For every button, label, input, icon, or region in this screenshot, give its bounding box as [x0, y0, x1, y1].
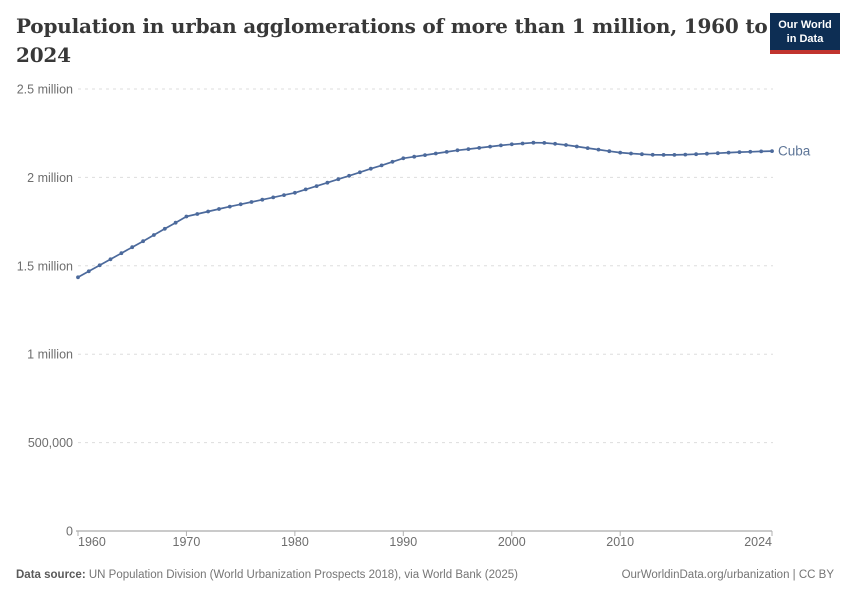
data-point[interactable] [705, 151, 709, 156]
data-point[interactable] [97, 263, 102, 268]
x-axis-tick-label: 2010 [606, 535, 634, 549]
data-point[interactable] [76, 275, 80, 280]
data-point[interactable] [347, 173, 351, 178]
data-point[interactable] [542, 141, 547, 145]
data-point[interactable] [574, 144, 579, 149]
data-point[interactable] [249, 200, 254, 204]
data-source-note: Data source: UN Population Division (Wor… [16, 569, 518, 581]
data-point[interactable] [173, 220, 178, 225]
data-point[interactable] [607, 149, 612, 154]
data-source-text: UN Population Division (World Urbanizati… [88, 569, 518, 581]
data-point[interactable] [412, 154, 417, 159]
data-point[interactable] [661, 153, 666, 157]
y-axis-tick-label: 1 million [27, 348, 73, 362]
data-point[interactable] [184, 214, 189, 219]
data-point[interactable] [162, 226, 167, 231]
data-point[interactable] [683, 152, 688, 157]
data-point[interactable] [748, 149, 753, 154]
y-axis-tick-label: 1.5 million [17, 259, 73, 273]
data-point[interactable] [195, 212, 200, 216]
page-title-line2: 2024 [16, 43, 71, 67]
data-point[interactable] [564, 143, 568, 147]
data-point[interactable] [368, 166, 373, 171]
page-title-line1: Population in urban agglomerations of mo… [16, 14, 768, 38]
data-point[interactable] [694, 152, 698, 157]
data-point[interactable] [390, 159, 395, 164]
y-axis-tick-label: 2 million [27, 171, 73, 185]
owid-logo-text-line2: in Data [786, 33, 824, 45]
data-point[interactable] [282, 193, 286, 198]
data-point[interactable] [358, 170, 362, 175]
x-axis-tick-label: 1970 [173, 535, 201, 549]
data-point[interactable] [640, 152, 644, 157]
data-point[interactable] [325, 180, 330, 185]
data-point[interactable] [629, 151, 633, 156]
y-axis-tick-label: 2.5 million [17, 83, 73, 97]
data-point[interactable] [531, 140, 536, 145]
data-point[interactable] [217, 207, 221, 211]
owid-logo-text-line1: Our World [778, 19, 832, 31]
data-point[interactable] [86, 269, 91, 274]
data-point[interactable] [509, 142, 514, 147]
data-point[interactable] [303, 187, 308, 192]
data-point[interactable] [759, 149, 764, 154]
data-point[interactable] [152, 233, 156, 237]
data-point[interactable] [499, 143, 503, 148]
x-axis-tick-label: 1960 [78, 535, 106, 549]
data-point[interactable] [293, 190, 297, 195]
data-point[interactable] [119, 251, 124, 256]
y-axis-tick-label: 500,000 [28, 436, 73, 450]
data-point[interactable] [737, 150, 742, 155]
data-point[interactable] [260, 197, 265, 202]
data-point[interactable] [770, 149, 774, 154]
chart-footer: Data source: UN Population Division (Wor… [0, 569, 850, 581]
population-trend-line[interactable] [77, 141, 773, 279]
owid-logo[interactable]: Our World in Data [770, 13, 840, 54]
data-point[interactable] [466, 147, 471, 152]
data-point[interactable] [650, 152, 655, 157]
data-point[interactable] [553, 141, 557, 146]
data-point[interactable] [455, 148, 460, 153]
x-axis-tick-label: 2000 [498, 535, 526, 549]
data-point[interactable] [401, 156, 406, 161]
data-point[interactable] [477, 146, 482, 150]
data-point[interactable] [488, 144, 492, 149]
data-point[interactable] [585, 146, 590, 151]
data-point[interactable] [271, 195, 276, 200]
data-point[interactable] [130, 245, 135, 250]
data-point[interactable] [314, 184, 319, 189]
data-point[interactable] [336, 177, 341, 182]
x-axis-tick-label: 1980 [281, 535, 309, 549]
data-source-label: Data source: [16, 569, 86, 581]
data-point[interactable] [520, 141, 525, 146]
data-point[interactable] [444, 150, 449, 154]
attribution-link[interactable]: OurWorldinData.org/urbanization | CC BY [621, 569, 834, 581]
page-title: Population in urban agglomerations of mo… [16, 12, 768, 70]
data-point[interactable] [206, 209, 211, 214]
x-axis-tick-label: 2024 [744, 535, 772, 549]
data-point[interactable] [141, 239, 146, 244]
data-point[interactable] [715, 151, 720, 156]
data-point[interactable] [238, 202, 243, 207]
data-point[interactable] [596, 147, 601, 152]
entity-label-cuba[interactable]: Cuba [778, 144, 811, 159]
y-axis-tick-label: 0 [66, 525, 73, 539]
data-point[interactable] [108, 257, 113, 262]
data-point[interactable] [227, 204, 232, 209]
data-point[interactable] [672, 153, 677, 157]
data-point[interactable] [618, 150, 623, 155]
data-point[interactable] [726, 150, 731, 155]
data-point[interactable] [379, 163, 384, 168]
data-point[interactable] [423, 153, 427, 158]
x-axis-tick-label: 1990 [389, 535, 417, 549]
data-point[interactable] [433, 151, 438, 156]
